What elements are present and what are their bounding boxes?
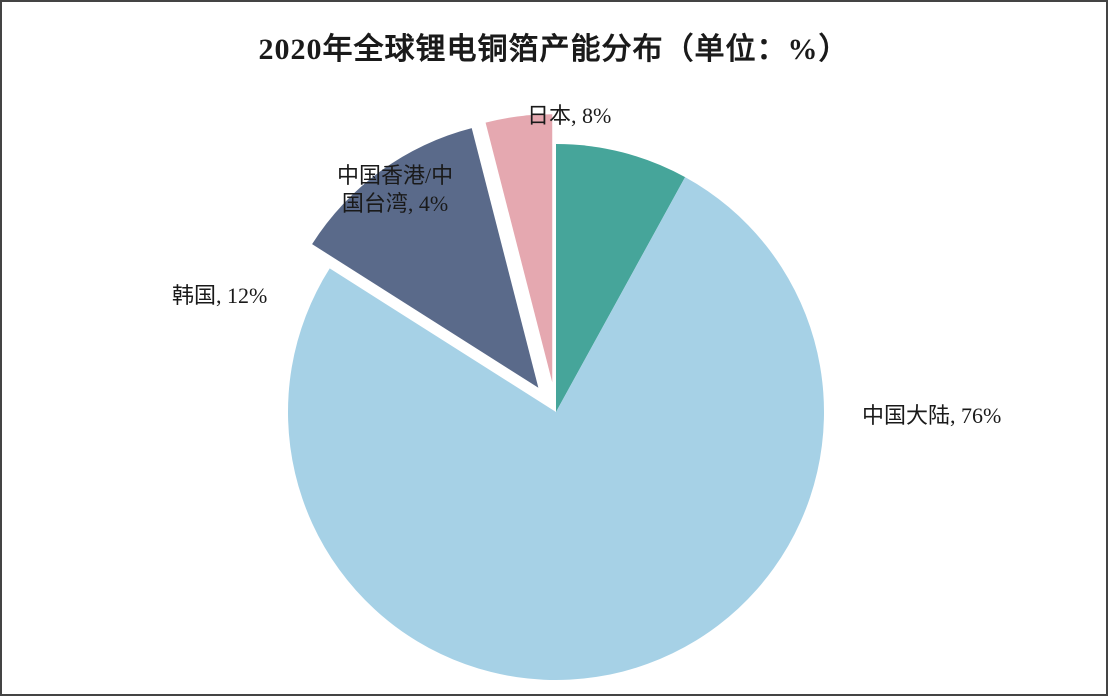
slice-label-china-mainland: 中国大陆, 76% <box>862 402 1001 430</box>
pie-wrap: 中国大陆, 76% 韩国, 12% 中国香港/中 国台湾, 4% 日本, 8% <box>2 72 1106 694</box>
chart-container: 2020年全球锂电铜箔产能分布（单位：%） 中国大陆, 76% 韩国, 12% … <box>0 0 1108 696</box>
chart-title: 2020年全球锂电铜箔产能分布（单位：%） <box>2 2 1106 68</box>
slice-label-korea: 韩国, 12% <box>172 282 267 310</box>
pie-chart <box>2 72 1108 698</box>
slice-label-japan: 日本, 8% <box>527 102 611 130</box>
slice-label-hk-tw: 中国香港/中 国台湾, 4% <box>337 162 453 217</box>
